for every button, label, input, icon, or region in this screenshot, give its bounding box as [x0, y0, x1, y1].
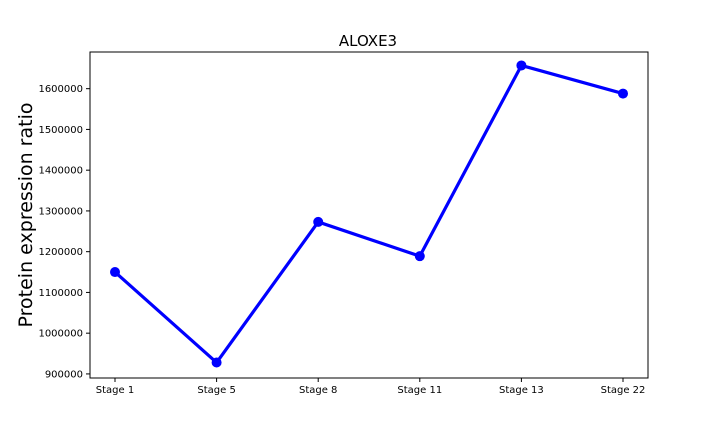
data-point — [618, 88, 628, 99]
y-axis: 900000 1000000 1100000 1200000 1300000 140000… — [38, 84, 90, 380]
x-tick-label: Stage 8 — [299, 385, 337, 396]
x-tick-label: Stage 1 — [96, 385, 134, 396]
y-tick-label: 1300000 — [38, 206, 83, 217]
series-line — [113, 63, 624, 365]
y-tick-label: 1600000 — [38, 84, 83, 95]
x-axis: Stage 1 Stage 5 Stage 8 Stage 11 Stage 13 Sta… — [96, 378, 646, 396]
y-tick-label: 1200000 — [38, 247, 83, 258]
y-tick-label: 1500000 — [38, 125, 83, 136]
x-tick-label: Stage 22 — [601, 385, 646, 396]
plot-frame — [89, 51, 649, 379]
x-tick-label: Stage 13 — [499, 385, 544, 396]
data-point — [414, 251, 425, 262]
data-point — [516, 60, 527, 71]
y-tick-label: 900000 — [45, 369, 83, 380]
data-markers — [110, 60, 628, 368]
y-tick-label: 1100000 — [38, 288, 83, 299]
y-tick-label: 1400000 — [38, 166, 83, 177]
y-tick-label: 1000000 — [38, 329, 83, 340]
x-tick-label: Stage 5 — [197, 385, 235, 396]
chart-title: ALOXE3 — [339, 32, 397, 50]
y-axis-label: Protein expression ratio — [15, 103, 37, 328]
data-point — [313, 216, 324, 227]
x-tick-label: Stage 11 — [397, 385, 442, 396]
data-point — [211, 357, 222, 368]
data-point — [110, 267, 120, 278]
